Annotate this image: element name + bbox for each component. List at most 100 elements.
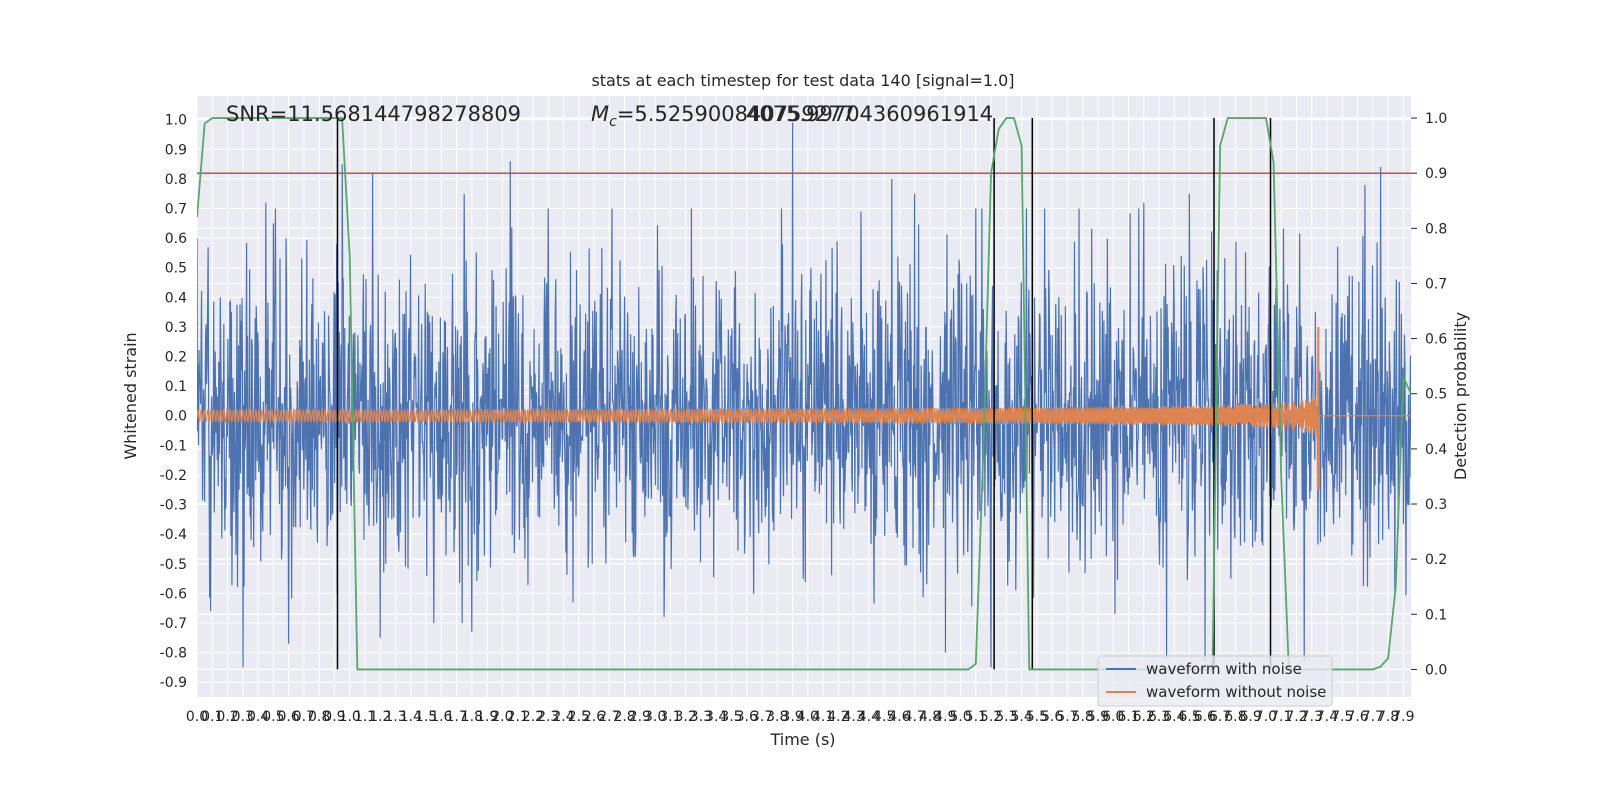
y-right-tick-label: 0.4 xyxy=(1425,442,1447,458)
y-right-tick-label: 0.5 xyxy=(1425,387,1447,403)
x-tick-label: 0.8 xyxy=(308,709,330,725)
x-tick-label: 7.0 xyxy=(1255,709,1277,725)
x-tick-label: 6.8 xyxy=(1224,709,1246,725)
x-tick-label: 3.5 xyxy=(720,709,742,725)
x-tick-label: 7.9 xyxy=(1392,709,1414,725)
x-tick-label: 3.1 xyxy=(659,709,681,725)
x-tick-label: 3.0 xyxy=(644,709,666,725)
chirp-mass-subscript: c xyxy=(609,114,617,130)
x-tick-label: 3.2 xyxy=(675,709,697,725)
y-left-tick-label: -0.5 xyxy=(160,557,187,573)
x-tick-label: 0.9 xyxy=(323,709,345,725)
x-tick-label: 3.7 xyxy=(751,709,773,725)
y-left-tick-label: 0.1 xyxy=(165,379,187,395)
y-left-tick-label: -0.1 xyxy=(160,438,187,454)
y-left-tick-label: 0.0 xyxy=(165,409,187,425)
x-tick-label: 5.1 xyxy=(965,709,987,725)
x-tick-label: 0.4 xyxy=(247,709,269,725)
x-tick-label: 7.7 xyxy=(1362,709,1384,725)
y-right-tick-label: 0.8 xyxy=(1425,221,1447,237)
x-tick-label: 4.4 xyxy=(858,709,880,725)
x-axis-label: Time (s) xyxy=(769,730,835,749)
x-tick-label: 5.3 xyxy=(995,709,1017,725)
x-tick-label: 6.2 xyxy=(1133,709,1155,725)
x-tick-label: 1.9 xyxy=(476,709,498,725)
x-tick-label: 3.9 xyxy=(781,709,803,725)
y-axis-label-left: Whitened strain xyxy=(121,332,140,459)
x-tick-label: 3.8 xyxy=(766,709,788,725)
x-tick-label: 2.7 xyxy=(598,709,620,725)
y-left-tick-label: -0.7 xyxy=(160,616,187,632)
x-tick-label: 6.6 xyxy=(1194,709,1216,725)
x-tick-label: 2.1 xyxy=(507,709,529,725)
x-tick-label: 2.3 xyxy=(537,709,559,725)
y-right-tick-labels: 0.0 0.1 0.2 0.3 0.4 0.5 0.6 0.7 0.8 0.9 1.0 xyxy=(1411,111,1447,678)
x-tick-label: 2.4 xyxy=(552,709,574,725)
x-tick-label: 2.2 xyxy=(522,709,544,725)
x-tick-labels: 0.00.10.20.30.40.50.60.70.80.91.01.11.21… xyxy=(186,709,1415,725)
x-tick-label: 2.9 xyxy=(629,709,651,725)
legend-box xyxy=(1097,655,1333,707)
y-left-tick-labels: -0.9 -0.8 -0.7 -0.6 -0.5 -0.4 -0.3 -0.2 -0.1 0.0 0… xyxy=(160,113,187,692)
chirp-mass-annotation: Mc=5.525900840759277 xyxy=(591,102,855,130)
x-tick-label: 3.3 xyxy=(690,709,712,725)
clean-waveform-line xyxy=(197,326,1411,490)
x-tick-label: 5.4 xyxy=(1010,709,1032,725)
x-tick-label: 0.1 xyxy=(201,709,223,725)
x-tick-label: 5.6 xyxy=(1041,709,1063,725)
legend-label-clean: waveform without noise xyxy=(1146,683,1326,701)
overlap-annotation: 4075.99704360961914 xyxy=(746,102,993,126)
x-tick-label: 4.9 xyxy=(934,709,956,725)
y-right-tick-label: 0.2 xyxy=(1425,552,1447,568)
x-tick-label: 1.7 xyxy=(445,709,467,725)
chirp-mass-symbol: M xyxy=(591,102,609,126)
x-tick-label: 6.4 xyxy=(1163,709,1185,725)
x-tick-label: 5.9 xyxy=(1087,709,1109,725)
y-left-tick-label: -0.3 xyxy=(160,498,187,514)
legend: waveform with noise waveform without noi… xyxy=(1097,655,1333,707)
x-tick-label: 4.7 xyxy=(904,709,926,725)
x-tick-label: 1.2 xyxy=(369,709,391,725)
x-tick-label: 1.6 xyxy=(430,709,452,725)
x-tick-label: 2.6 xyxy=(583,709,605,725)
x-tick-label: 1.4 xyxy=(400,709,422,725)
chart-title: stats at each timestep for test data 140… xyxy=(591,71,1014,90)
x-tick-label: 0.7 xyxy=(293,709,315,725)
y-left-tick-label: 0.7 xyxy=(165,202,187,218)
x-tick-label: 2.8 xyxy=(613,709,635,725)
x-tick-label: 1.5 xyxy=(415,709,437,725)
x-tick-label: 3.6 xyxy=(736,709,758,725)
x-tick-label: 7.8 xyxy=(1377,709,1399,725)
x-tick-label: 7.6 xyxy=(1346,709,1368,725)
y-right-tick-label: 0.9 xyxy=(1425,166,1447,182)
x-tick-label: 5.2 xyxy=(980,709,1002,725)
y-left-tick-label: -0.9 xyxy=(160,675,187,691)
x-tick-label: 4.3 xyxy=(842,709,864,725)
x-tick-label: 6.1 xyxy=(1117,709,1139,725)
y-left-tick-label: 0.9 xyxy=(165,142,187,158)
x-tick-label: 2.5 xyxy=(568,709,590,725)
x-tick-label: 5.8 xyxy=(1072,709,1094,725)
y-right-tick-label: 0.0 xyxy=(1425,662,1447,678)
x-tick-label: 7.3 xyxy=(1301,709,1323,725)
y-left-tick-label: 0.5 xyxy=(165,261,187,277)
y-left-tick-label: 0.8 xyxy=(165,172,187,188)
y-right-tick-label: 1.0 xyxy=(1425,111,1447,127)
x-tick-label: 4.8 xyxy=(919,709,941,725)
x-tick-label: 1.0 xyxy=(339,709,361,725)
y-left-tick-label: 0.4 xyxy=(165,290,187,306)
x-tick-label: 1.8 xyxy=(461,709,483,725)
x-tick-label: 0.2 xyxy=(216,709,238,725)
x-tick-label: 1.1 xyxy=(354,709,376,725)
y-left-tick-label: 0.2 xyxy=(165,350,187,366)
x-tick-label: 2.0 xyxy=(491,709,513,725)
x-tick-label: 3.4 xyxy=(705,709,727,725)
y-left-tick-label: -0.8 xyxy=(160,646,187,662)
x-tick-label: 7.4 xyxy=(1316,709,1338,725)
x-tick-label: 6.5 xyxy=(1178,709,1200,725)
y-left-tick-label: -0.6 xyxy=(160,586,187,602)
x-tick-label: 4.1 xyxy=(812,709,834,725)
chirp-mass-value: =5.525900840759277 xyxy=(617,102,855,126)
x-tick-label: 4.5 xyxy=(873,709,895,725)
